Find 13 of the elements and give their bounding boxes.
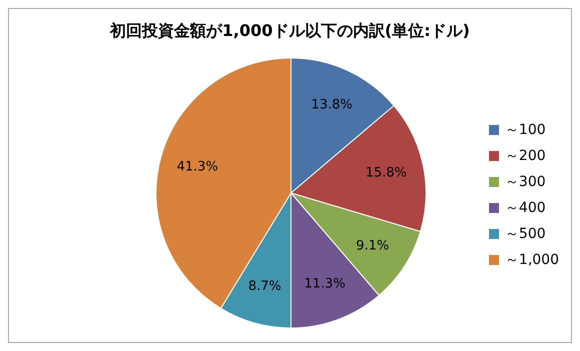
data-label: 11.3% <box>304 276 346 292</box>
legend-label: ～100 <box>504 120 546 138</box>
legend-label: ～200 <box>504 146 546 164</box>
legend-label: ～1,000 <box>504 250 559 268</box>
chart-title: 初回投資金額が1,000ドル以下の内訳(単位:ドル) <box>108 20 471 42</box>
data-label: 15.8% <box>365 165 407 180</box>
data-label: 9.1% <box>356 238 390 254</box>
legend-label: ～500 <box>504 224 546 242</box>
legend-label: ～300 <box>504 172 546 190</box>
data-label: 8.7% <box>248 279 282 294</box>
data-label: 41.3% <box>176 159 218 174</box>
legend-label: ～400 <box>504 198 546 216</box>
data-label: 13.8% <box>311 97 352 112</box>
